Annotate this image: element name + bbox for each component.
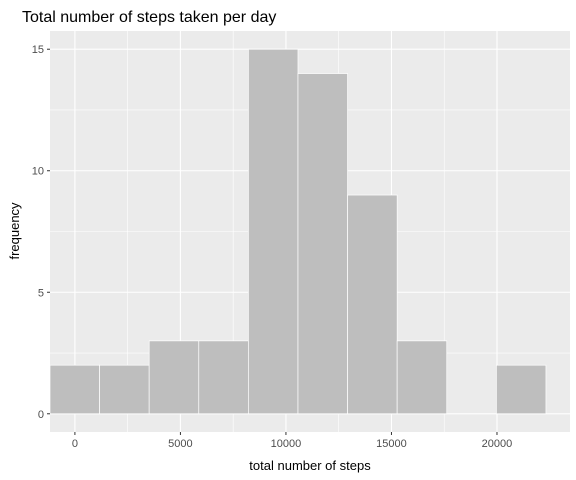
x-axis-title: total number of steps (249, 458, 371, 473)
y-axis: 0 5 10 15 (32, 44, 50, 421)
histogram-bar (248, 48, 299, 415)
y-tick-label: 15 (32, 44, 44, 56)
histogram-bar (99, 364, 150, 415)
x-tick-label: 10000 (271, 438, 302, 450)
bars (49, 48, 547, 415)
x-tick-label: 15000 (376, 438, 407, 450)
y-tick-label: 10 (32, 166, 44, 178)
y-tick-label: 0 (38, 409, 44, 421)
x-tick-label: 20000 (482, 438, 513, 450)
x-tick-label: 0 (72, 438, 78, 450)
y-axis-title: frequency (7, 202, 22, 260)
histogram-bar (198, 340, 249, 415)
histogram-bar (495, 364, 547, 415)
histogram-bar (49, 364, 100, 415)
histogram-bar (148, 340, 200, 415)
y-tick-label: 5 (38, 287, 44, 299)
histogram-bar (396, 340, 448, 415)
chart-title: Total number of steps taken per day (22, 9, 276, 26)
histogram-bar (297, 73, 348, 415)
x-tick-label: 5000 (168, 438, 192, 450)
histogram-bar (347, 194, 398, 415)
x-axis: 0 5000 10000 15000 20000 (72, 432, 512, 450)
